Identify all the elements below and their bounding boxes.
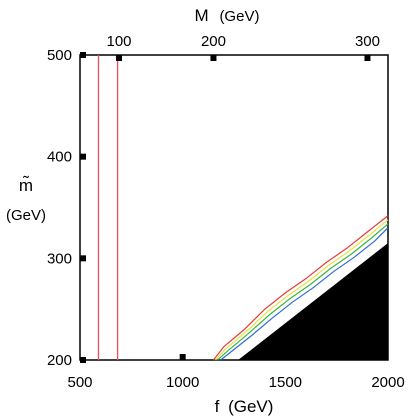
y-tick-label: 200 (47, 352, 72, 369)
series-line-2 (215, 219, 389, 361)
x-axis-title: f (GeV) (215, 397, 274, 416)
y-tick-mark (80, 153, 86, 160)
top-tick-mark (116, 55, 123, 61)
top-tick-label: 100 (106, 33, 131, 50)
ticks-layer: 500 1000 1500 2000 200 300 400 500 100 200 300 (47, 33, 405, 391)
y-tick-mark (80, 255, 86, 262)
top-tick-mark (364, 55, 371, 61)
x-tick-label: 2000 (371, 374, 404, 391)
series-layer (212, 215, 389, 361)
excluded-region-layer (238, 243, 388, 360)
top-tick-label: 300 (355, 33, 380, 50)
plot-frame (79, 54, 389, 361)
x-tick-label: 1500 (269, 374, 302, 391)
excluded-region (238, 243, 388, 360)
series-line-4 (220, 227, 389, 361)
y-tick-mark (80, 357, 86, 363)
top-axis-title: M (GeV) (195, 6, 260, 25)
y-tick-label: 500 (47, 47, 72, 64)
series-line-3 (217, 223, 389, 361)
y-tick-mark (80, 52, 86, 58)
top-tick-label: 200 (201, 33, 226, 50)
y-axis-symbol: m̃ (19, 175, 33, 195)
x-tick-mark (179, 354, 186, 360)
series-line-1 (212, 215, 389, 361)
y-axis-unit: (GeV) (6, 207, 46, 224)
x-tick-label: 500 (67, 374, 92, 391)
vertical-lines-layer (97, 55, 119, 360)
top-tick-mark (210, 55, 217, 61)
x-tick-label: 1000 (166, 374, 199, 391)
y-tick-label: 400 (47, 149, 72, 166)
x-tick-mark (282, 354, 289, 360)
y-tick-label: 300 (47, 250, 72, 267)
